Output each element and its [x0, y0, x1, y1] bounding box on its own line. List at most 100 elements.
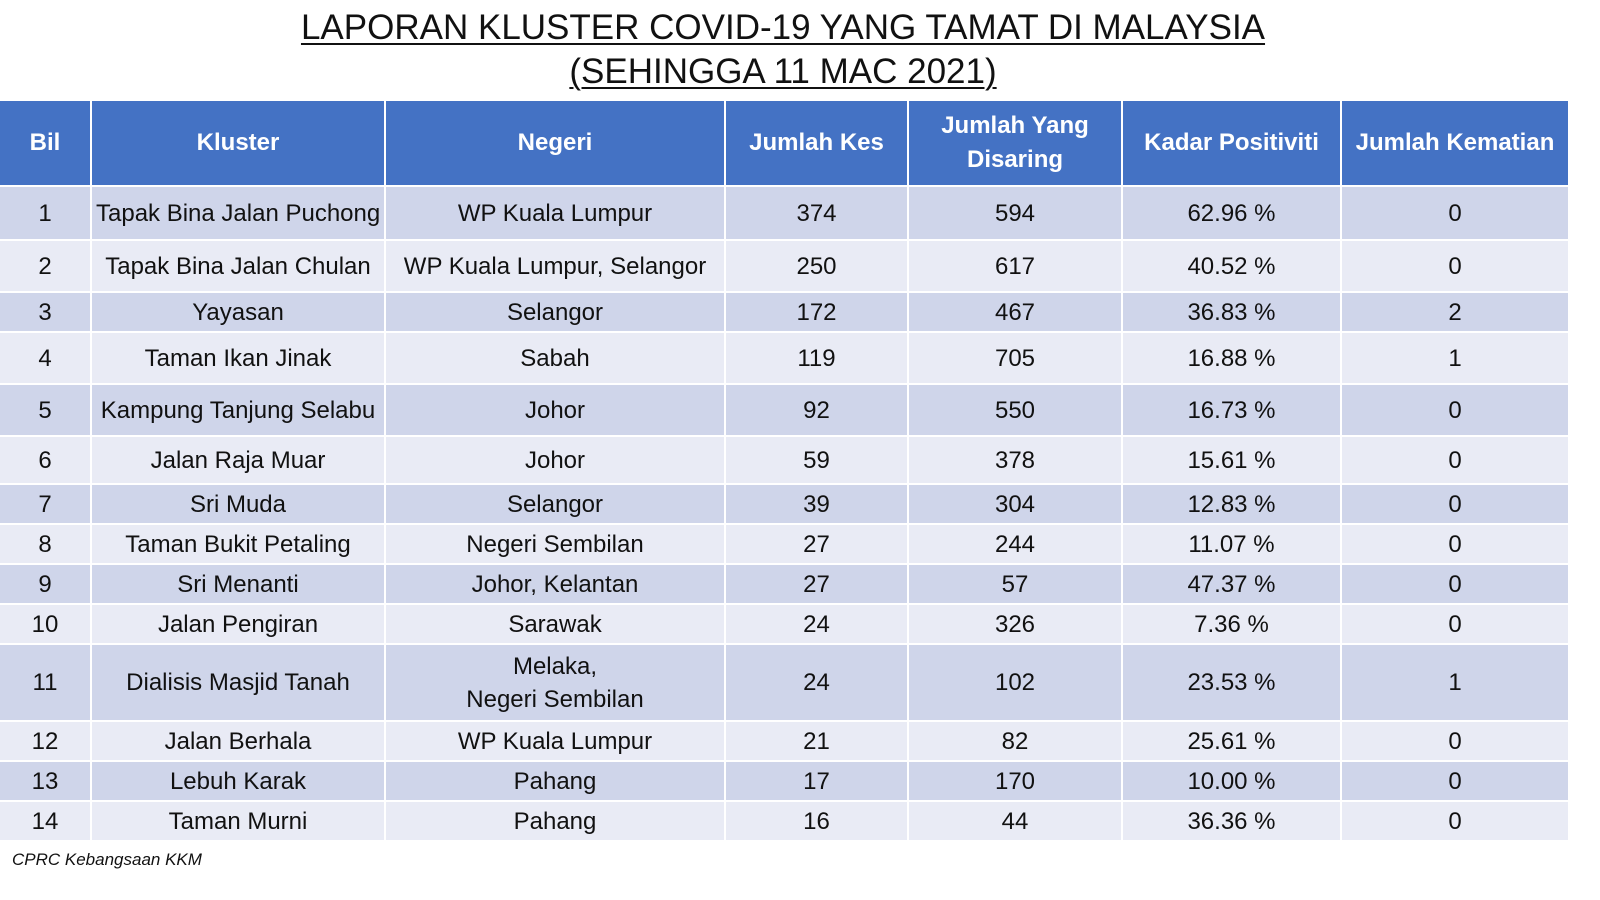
cell-kluster: Taman Murni	[91, 801, 386, 842]
cell-jumlah-kes: 24	[725, 644, 909, 722]
cell-negeri: Johor	[385, 384, 726, 437]
table-row: 9 Sri Menanti Johor, Kelantan 27 57 47.37 % 0	[0, 564, 1568, 605]
cell-jumlah-disaring: 304	[908, 484, 1123, 525]
cell-jumlah-disaring: 594	[908, 186, 1123, 241]
cell-kluster: Taman Ikan Jinak	[91, 332, 386, 385]
cell-negeri: Melaka, Negeri Sembilan	[385, 644, 726, 722]
cell-kadar-positiviti: 36.36 %	[1122, 801, 1342, 842]
cell-jumlah-kematian: 0	[1341, 484, 1568, 525]
column-header-bil: Bil	[0, 101, 92, 187]
cell-bil: 2	[0, 240, 92, 293]
cell-kluster: Sri Muda	[91, 484, 386, 525]
cell-jumlah-kematian: 0	[1341, 384, 1568, 437]
cell-kluster: Kampung Tanjung Selabu	[91, 384, 386, 437]
table-body: 1 Tapak Bina Jalan Puchong WP Kuala Lumpur…	[0, 186, 1568, 842]
cell-jumlah-disaring: 102	[908, 644, 1123, 722]
cell-negeri: Selangor	[385, 484, 726, 525]
cell-jumlah-kes: 17	[725, 761, 909, 802]
cell-negeri: Sarawak	[385, 604, 726, 645]
cell-kadar-positiviti: 10.00 %	[1122, 761, 1342, 802]
cell-jumlah-kematian: 0	[1341, 801, 1568, 842]
cell-jumlah-kematian: 0	[1341, 721, 1568, 762]
cell-jumlah-kematian: 1	[1341, 332, 1568, 385]
column-header-negeri: Negeri	[385, 101, 726, 187]
cell-jumlah-kematian: 0	[1341, 564, 1568, 605]
column-header-jumlah-kematian: Jumlah Kematian	[1341, 101, 1568, 187]
table-row: 8 Taman Bukit Petaling Negeri Sembilan 27 24…	[0, 524, 1568, 565]
cell-kadar-positiviti: 16.73 %	[1122, 384, 1342, 437]
title-line-2: (SEHINGGA 11 MAC 2021)	[569, 52, 997, 91]
cell-bil: 4	[0, 332, 92, 385]
cell-jumlah-kes: 16	[725, 801, 909, 842]
column-header-kluster: Kluster	[91, 101, 386, 187]
cell-jumlah-disaring: 82	[908, 721, 1123, 762]
cell-jumlah-kematian: 2	[1341, 292, 1568, 333]
table-row: 6 Jalan Raja Muar Johor 59 378 15.61 % 0	[0, 436, 1568, 485]
table-row: 4 Taman Ikan Jinak Sabah 119 705 16.88 % 1	[0, 332, 1568, 385]
cell-jumlah-disaring: 244	[908, 524, 1123, 565]
cell-kluster: Dialisis Masjid Tanah	[91, 644, 386, 722]
table-row: 7 Sri Muda Selangor 39 304 12.83 % 0	[0, 484, 1568, 525]
cell-kadar-positiviti: 36.83 %	[1122, 292, 1342, 333]
cell-jumlah-disaring: 467	[908, 292, 1123, 333]
table-row: 3 Yayasan Selangor 172 467 36.83 % 2	[0, 292, 1568, 333]
cell-bil: 12	[0, 721, 92, 762]
table-row: 12 Jalan Berhala WP Kuala Lumpur 21 82 25.61 …	[0, 721, 1568, 762]
cell-kluster: Jalan Raja Muar	[91, 436, 386, 485]
cell-bil: 8	[0, 524, 92, 565]
cell-jumlah-kematian: 0	[1341, 436, 1568, 485]
cell-jumlah-disaring: 170	[908, 761, 1123, 802]
cell-jumlah-kematian: 0	[1341, 240, 1568, 293]
cell-jumlah-disaring: 705	[908, 332, 1123, 385]
cell-bil: 11	[0, 644, 92, 722]
cell-jumlah-disaring: 617	[908, 240, 1123, 293]
table-row: 10 Jalan Pengiran Sarawak 24 326 7.36 % 0	[0, 604, 1568, 645]
cell-kadar-positiviti: 16.88 %	[1122, 332, 1342, 385]
cell-kadar-positiviti: 12.83 %	[1122, 484, 1342, 525]
cell-kadar-positiviti: 25.61 %	[1122, 721, 1342, 762]
page-title: LAPORAN KLUSTER COVID-19 YANG TAMAT DI M…	[0, 6, 1566, 94]
cell-jumlah-kes: 250	[725, 240, 909, 293]
cell-kadar-positiviti: 47.37 %	[1122, 564, 1342, 605]
cell-negeri: Negeri Sembilan	[385, 524, 726, 565]
cell-kluster: Jalan Berhala	[91, 721, 386, 762]
cell-jumlah-disaring: 378	[908, 436, 1123, 485]
cell-jumlah-kes: 374	[725, 186, 909, 241]
cell-negeri: Johor, Kelantan	[385, 564, 726, 605]
cell-jumlah-kes: 59	[725, 436, 909, 485]
header-row: Bil Kluster Negeri Jumlah Kes Jumlah Yan…	[0, 101, 1568, 187]
cell-negeri: Selangor	[385, 292, 726, 333]
cell-kadar-positiviti: 7.36 %	[1122, 604, 1342, 645]
cell-negeri: Pahang	[385, 761, 726, 802]
cell-jumlah-kes: 27	[725, 524, 909, 565]
cell-bil: 3	[0, 292, 92, 333]
table-row: 13 Lebuh Karak Pahang 17 170 10.00 % 0	[0, 761, 1568, 802]
cell-negeri: WP Kuala Lumpur	[385, 186, 726, 241]
cell-bil: 1	[0, 186, 92, 241]
cell-kluster: Yayasan	[91, 292, 386, 333]
title-line-1: LAPORAN KLUSTER COVID-19 YANG TAMAT DI M…	[300, 8, 1266, 47]
cell-kadar-positiviti: 11.07 %	[1122, 524, 1342, 565]
cell-kadar-positiviti: 23.53 %	[1122, 644, 1342, 722]
cell-kadar-positiviti: 40.52 %	[1122, 240, 1342, 293]
cell-bil: 7	[0, 484, 92, 525]
cell-kluster: Tapak Bina Jalan Puchong	[91, 186, 386, 241]
cell-jumlah-disaring: 44	[908, 801, 1123, 842]
table-row: 5 Kampung Tanjung Selabu Johor 92 550 16.73 %…	[0, 384, 1568, 437]
cell-kluster: Taman Bukit Petaling	[91, 524, 386, 565]
source-note: CPRC Kebangsaan KKM	[12, 850, 202, 869]
cell-jumlah-kematian: 1	[1341, 644, 1568, 722]
cell-kluster: Sri Menanti	[91, 564, 386, 605]
cell-jumlah-kes: 39	[725, 484, 909, 525]
cell-negeri: Johor	[385, 436, 726, 485]
cell-kadar-positiviti: 15.61 %	[1122, 436, 1342, 485]
cell-jumlah-kematian: 0	[1341, 186, 1568, 241]
cell-jumlah-disaring: 57	[908, 564, 1123, 605]
cell-negeri: WP Kuala Lumpur	[385, 721, 726, 762]
cell-kluster: Lebuh Karak	[91, 761, 386, 802]
cell-jumlah-kematian: 0	[1341, 604, 1568, 645]
cell-bil: 13	[0, 761, 92, 802]
cell-negeri: Pahang	[385, 801, 726, 842]
cell-jumlah-kes: 27	[725, 564, 909, 605]
cluster-table: Bil Kluster Negeri Jumlah Kes Jumlah Yan…	[0, 101, 1568, 842]
